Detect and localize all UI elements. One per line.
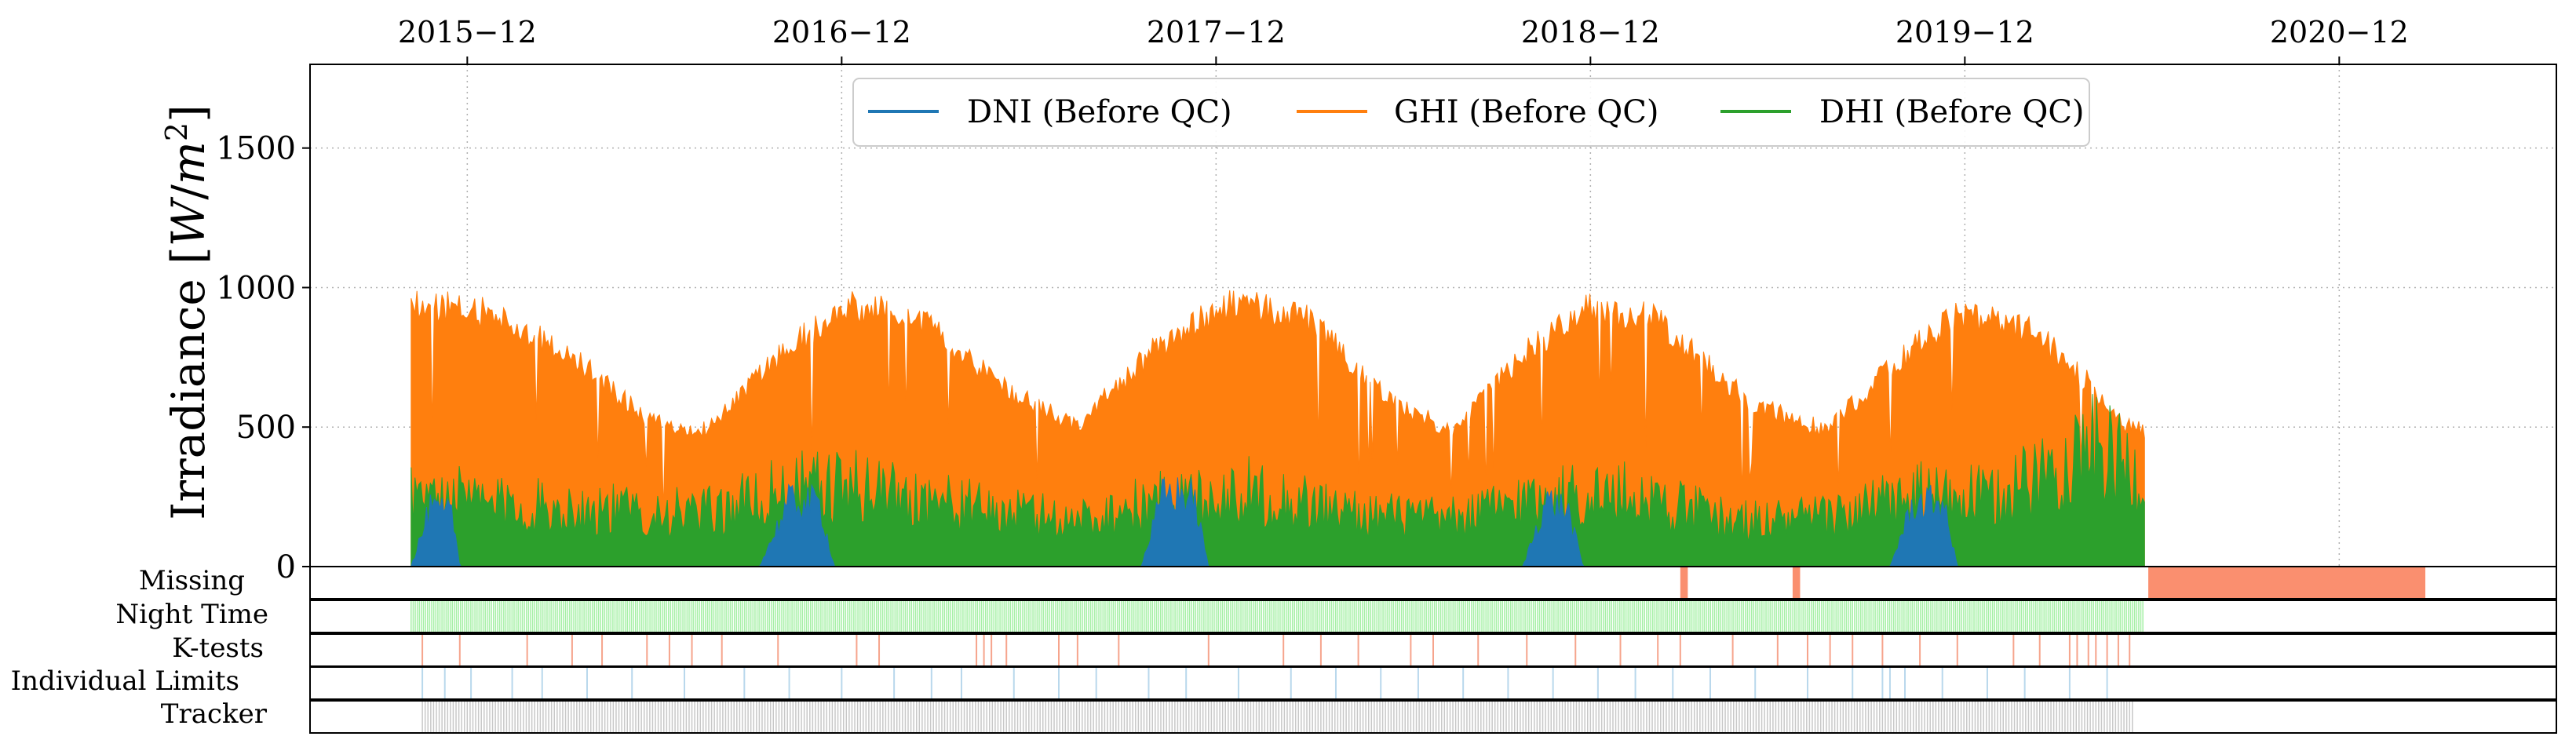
flag-frame-tracker (309, 700, 2557, 734)
x-tick-label: 2016−12 (772, 15, 911, 49)
flag-marks-missing (1680, 567, 2426, 598)
y-axis: 0 500 1000 1500 (216, 131, 310, 585)
flag-marks-individual-limits (421, 668, 2108, 698)
flag-marks-tracker (421, 702, 2133, 732)
flag-row-k-tests: K-tests (172, 633, 2557, 667)
x-tick-label: 2020−12 (2270, 15, 2409, 49)
flag-label-missing: Missing (139, 565, 245, 596)
flag-marks-night-time (410, 601, 2144, 632)
x-tick-label: 2015−12 (398, 15, 537, 49)
x-tick-label: 2019−12 (1896, 15, 2034, 49)
y-tick-label: 500 (236, 410, 296, 446)
flag-marks-k-tests (421, 635, 2131, 665)
y-axis-label-text: Irradiance [ (162, 246, 215, 520)
flag-span (1792, 567, 1801, 598)
flag-frame-missing (309, 566, 2557, 600)
y-axis-unit-exponent: 2 (159, 122, 194, 141)
flag-label-night-time: Night Time (115, 599, 268, 630)
y-tick-label: 1500 (216, 131, 296, 167)
legend-box (852, 78, 2090, 147)
series-areas (410, 290, 2145, 567)
series-area-dhi (410, 394, 2145, 567)
flag-label-individual-limits: Individual Limits (11, 665, 239, 697)
y-axis-unit-m: m (162, 141, 215, 184)
x-tick-label: 2017−12 (1147, 15, 1286, 49)
flag-frame-individual-limits (309, 666, 2557, 700)
flag-label-tracker: Tracker (161, 698, 268, 730)
flag-span (2148, 567, 2426, 598)
flag-span (1680, 567, 1688, 598)
legend-label-ghi: GHI (Before QC) (1394, 94, 1658, 130)
flag-label-k-tests: K-tests (172, 633, 264, 664)
legend-label-dni: DNI (Before QC) (967, 94, 1232, 130)
y-tick-label: 1000 (216, 270, 296, 306)
legend: DNI (Before QC) GHI (Before QC) DHI (Bef… (852, 78, 2090, 147)
flag-row-tracker: Tracker (161, 698, 2557, 734)
legend-label-dhi: DHI (Before QC) (1819, 94, 2085, 130)
y-axis-unit-w: W (162, 196, 215, 246)
flag-rows: Missing Night Time K-tests Individual Li… (11, 565, 2557, 734)
flag-frame-night-time (309, 600, 2557, 633)
flag-row-individual-limits: Individual Limits (11, 665, 2557, 700)
x-tick-label: 2018−12 (1521, 15, 1660, 49)
top-x-axis: 2015−12 2016−12 2017−12 2018−12 2019−12 2020−… (398, 15, 2409, 64)
y-tick-label: 0 (276, 549, 296, 585)
flag-row-missing: Missing (139, 565, 2557, 600)
flag-row-night-time: Night Time (115, 599, 2557, 633)
main-plot: 0 500 1000 1500 2015−12 2016−12 2017−12 2018−1… (216, 15, 2557, 585)
y-axis-label: Irradiance [W/m2] (159, 104, 215, 520)
svg-text:Irradiance [W/m2]: Irradiance [W/m2] (159, 104, 215, 520)
